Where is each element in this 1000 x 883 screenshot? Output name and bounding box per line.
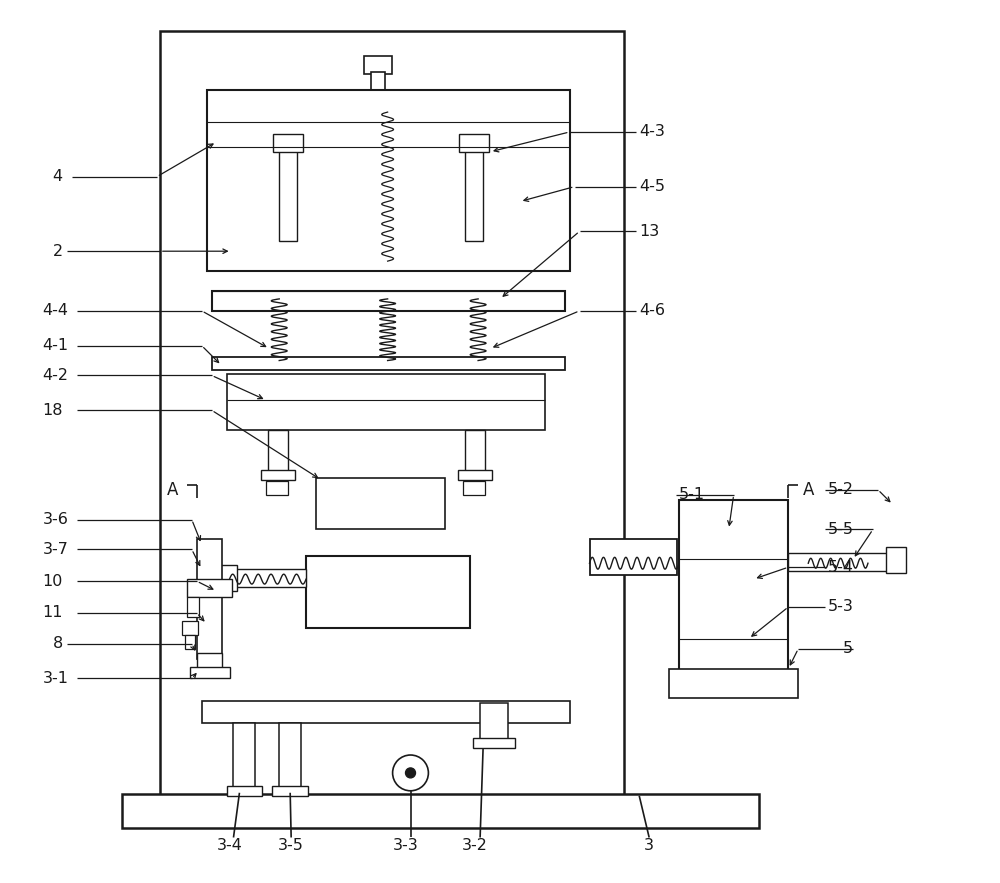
Text: 3-4: 3-4 <box>217 838 242 853</box>
Text: 5-4: 5-4 <box>828 560 854 575</box>
Text: 8: 8 <box>52 637 63 652</box>
Bar <box>160 31 624 818</box>
Bar <box>279 723 301 791</box>
Text: 4-1: 4-1 <box>43 338 69 353</box>
Text: 3-5: 3-5 <box>278 838 304 853</box>
Bar <box>463 480 485 494</box>
Bar <box>266 480 288 494</box>
Bar <box>261 470 295 479</box>
Bar <box>227 374 545 430</box>
Bar <box>886 547 906 573</box>
Text: 5-2: 5-2 <box>828 482 854 497</box>
Circle shape <box>406 768 415 778</box>
Text: 13: 13 <box>639 223 659 238</box>
Bar <box>197 540 222 659</box>
Bar <box>669 668 798 698</box>
Text: 4-3: 4-3 <box>639 125 665 140</box>
Bar <box>212 357 565 371</box>
Bar <box>268 430 288 474</box>
Bar <box>316 478 445 530</box>
Bar <box>590 540 677 575</box>
Bar <box>187 579 232 597</box>
Bar <box>371 72 385 90</box>
Text: 4-2: 4-2 <box>43 368 69 383</box>
Bar <box>202 701 570 723</box>
Text: 3-1: 3-1 <box>43 671 69 686</box>
Text: 3-3: 3-3 <box>393 838 418 853</box>
Bar <box>182 621 198 635</box>
Text: 5-1: 5-1 <box>679 487 705 502</box>
Bar <box>207 90 570 271</box>
Text: 10: 10 <box>43 574 63 589</box>
Bar <box>679 500 788 689</box>
Text: 3-6: 3-6 <box>43 512 68 527</box>
Bar <box>122 794 759 827</box>
Bar <box>185 635 195 649</box>
Bar <box>187 597 199 617</box>
Text: 4-4: 4-4 <box>43 304 69 319</box>
Text: 11: 11 <box>43 606 63 621</box>
Text: 2: 2 <box>52 244 63 259</box>
Bar <box>306 556 470 628</box>
Bar <box>212 291 565 311</box>
Text: 3: 3 <box>644 838 654 853</box>
Text: 4-6: 4-6 <box>639 304 665 319</box>
Text: 4-5: 4-5 <box>639 179 665 194</box>
Text: 5: 5 <box>843 641 853 656</box>
Bar <box>220 565 237 591</box>
Bar <box>788 554 888 571</box>
Bar <box>232 570 306 587</box>
Text: A: A <box>803 480 815 499</box>
Bar <box>227 786 262 796</box>
Bar <box>459 134 489 152</box>
Bar <box>465 142 483 241</box>
Bar <box>197 653 222 670</box>
Bar <box>480 704 508 743</box>
Bar <box>190 667 230 678</box>
Bar <box>364 57 392 74</box>
Text: 18: 18 <box>43 403 63 418</box>
Bar <box>458 470 492 479</box>
Bar <box>273 134 303 152</box>
Bar <box>279 142 297 241</box>
Bar <box>473 738 515 748</box>
Text: 3-2: 3-2 <box>462 838 488 853</box>
Bar <box>465 430 485 474</box>
Text: 4: 4 <box>52 170 63 185</box>
Text: 3-7: 3-7 <box>43 542 68 557</box>
Text: A: A <box>167 480 178 499</box>
Bar <box>272 786 308 796</box>
Bar <box>233 723 255 791</box>
Text: 5-5: 5-5 <box>828 522 854 537</box>
Text: 5-3: 5-3 <box>828 600 854 615</box>
